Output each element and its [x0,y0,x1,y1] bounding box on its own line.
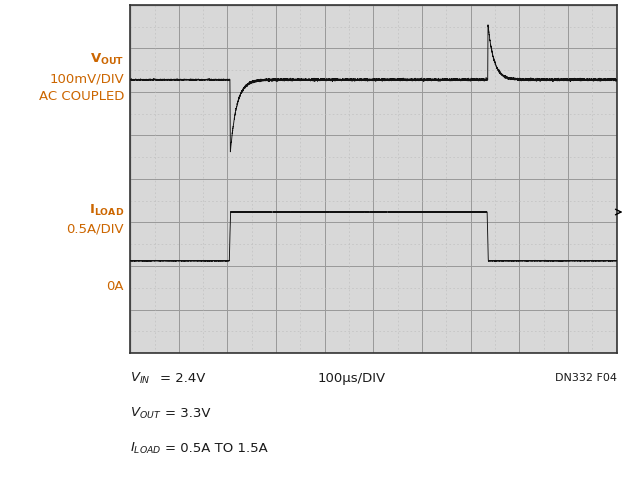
Text: = 3.3V: = 3.3V [165,406,210,419]
Text: DN332 F04: DN332 F04 [555,373,617,382]
Text: = 2.4V: = 2.4V [160,371,205,384]
Text: = 0.5A TO 1.5A: = 0.5A TO 1.5A [165,441,268,454]
Text: $V_{OUT}$: $V_{OUT}$ [130,405,162,420]
Text: $I_{LOAD}$: $I_{LOAD}$ [130,439,162,455]
Text: 100µs/DIV: 100µs/DIV [318,371,386,384]
Text: $V_{IN}$: $V_{IN}$ [130,370,151,385]
Text: $\mathbf{V_{OUT}}$
100mV/DIV
AC COUPLED: $\mathbf{V_{OUT}}$ 100mV/DIV AC COUPLED [39,52,124,103]
Text: 0A: 0A [106,279,124,292]
Text: $\mathbf{I_{LOAD}}$
0.5A/DIV: $\mathbf{I_{LOAD}}$ 0.5A/DIV [66,202,124,235]
